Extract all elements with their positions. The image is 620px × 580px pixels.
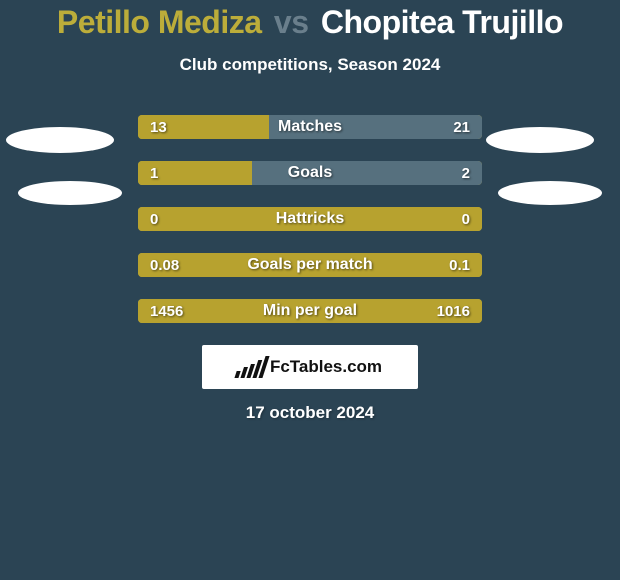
logo-text: FcTables.com	[270, 357, 382, 377]
stat-bars: 1321Matches 12Goals 00Hattricks 0.080.1Goal…	[138, 115, 482, 323]
player-photo-placeholder	[486, 127, 594, 153]
player-photo-placeholder	[498, 181, 602, 205]
stat-bar-row: 00Hattricks	[138, 207, 482, 231]
stat-bar-row: 1321Matches	[138, 115, 482, 139]
logo-chart-icon	[234, 356, 269, 378]
stat-label: Goals	[138, 161, 482, 185]
stat-label: Goals per match	[138, 253, 482, 277]
page-title: Petillo Mediza vs Chopitea Trujillo	[0, 0, 620, 41]
title-vs: vs	[274, 4, 309, 40]
player-photo-placeholder	[18, 181, 122, 205]
subtitle: Club competitions, Season 2024	[0, 55, 620, 75]
date-text: 17 october 2024	[0, 403, 620, 423]
stat-label: Matches	[138, 115, 482, 139]
stat-bar-row: 12Goals	[138, 161, 482, 185]
title-player1: Petillo Mediza	[57, 4, 262, 40]
stat-bar-row: 14561016Min per goal	[138, 299, 482, 323]
stat-label: Min per goal	[138, 299, 482, 323]
player-photo-placeholder	[6, 127, 114, 153]
compare-area: 1321Matches 12Goals 00Hattricks 0.080.1Goal…	[0, 115, 620, 323]
stat-bar-row: 0.080.1Goals per match	[138, 253, 482, 277]
fctables-logo: FcTables.com	[202, 345, 418, 389]
stat-label: Hattricks	[138, 207, 482, 231]
title-player2: Chopitea Trujillo	[321, 4, 563, 40]
